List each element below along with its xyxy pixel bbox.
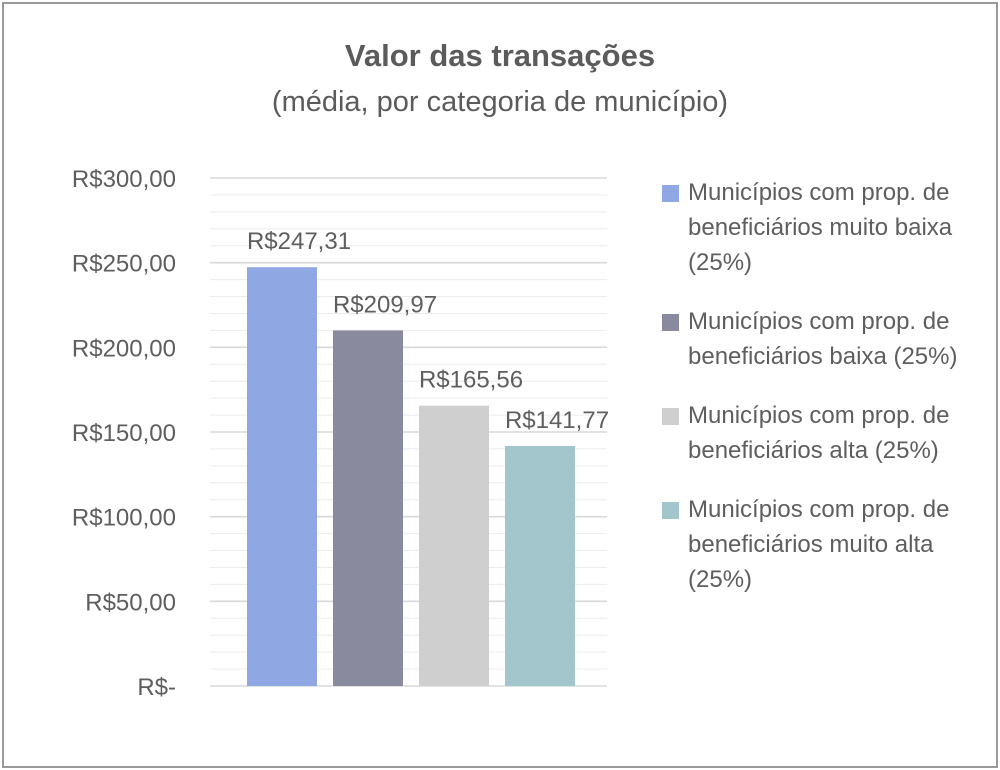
bar-value-label: R$141,77 <box>505 407 609 434</box>
y-tick-label: R$300,00 <box>72 166 176 193</box>
bar <box>505 445 575 686</box>
legend-item: Municípios com prop. de beneficiários mu… <box>662 175 992 280</box>
legend-swatch <box>662 314 679 331</box>
bar <box>247 267 317 686</box>
y-tick-label: R$200,00 <box>72 335 176 362</box>
legend-label: Municípios com prop. de beneficiários ba… <box>688 308 958 370</box>
bar-value-label: R$165,56 <box>419 367 523 394</box>
legend-item: Municípios com prop. de beneficiários al… <box>662 398 992 468</box>
bar <box>419 405 489 686</box>
legend-item: Municípios com prop. de beneficiários ba… <box>662 304 992 374</box>
chart-legend: Municípios com prop. de beneficiários mu… <box>662 175 992 621</box>
legend-label: Municípios com prop. de beneficiários mu… <box>688 179 953 276</box>
bar-value-label: R$209,97 <box>333 291 437 318</box>
y-tick-label: R$100,00 <box>72 505 176 532</box>
legend-swatch <box>662 185 679 202</box>
chart-subtitle: (média, por categoria de município) <box>271 86 729 118</box>
y-tick-label: R$150,00 <box>72 420 176 447</box>
y-tick-label: R$50,00 <box>85 589 176 616</box>
legend-swatch <box>662 408 679 425</box>
legend-label: Municípios com prop. de beneficiários mu… <box>688 496 950 593</box>
legend-swatch <box>662 502 679 519</box>
bar <box>333 330 403 686</box>
y-tick-label: R$250,00 <box>72 251 176 278</box>
chart-title: Valor das transações <box>344 38 656 73</box>
y-tick-label: R$- <box>137 674 176 701</box>
legend-label: Municípios com prop. de beneficiários al… <box>688 402 950 464</box>
legend-item: Municípios com prop. de beneficiários mu… <box>662 492 992 597</box>
bar-value-label: R$247,31 <box>247 228 351 255</box>
